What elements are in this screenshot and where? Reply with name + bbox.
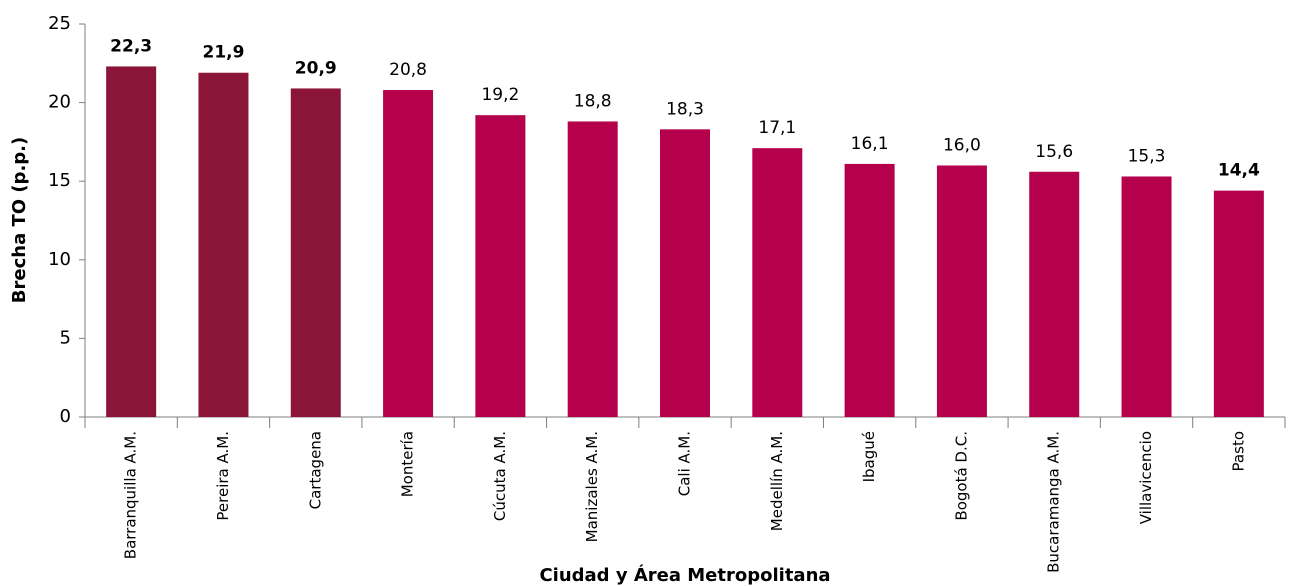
x-tick-label: Pasto xyxy=(1229,431,1247,471)
bar xyxy=(844,163,895,417)
data-label: 18,3 xyxy=(666,99,704,119)
y-tick-label: 0 xyxy=(60,406,71,427)
x-tick-label: Barranquilla A.M. xyxy=(122,431,140,559)
bar xyxy=(936,165,987,417)
bar xyxy=(1029,171,1080,417)
bar xyxy=(1121,176,1172,417)
x-tick-label: Cali A.M. xyxy=(676,431,694,496)
x-tick-label: Bucaramanga A.M. xyxy=(1045,431,1063,573)
x-tick-label: Villavicencio xyxy=(1137,431,1155,524)
x-tick-label: Montería xyxy=(399,431,417,497)
x-tick-label: Pereira A.M. xyxy=(214,431,232,521)
y-tick-label: 25 xyxy=(48,13,71,34)
data-label: 19,2 xyxy=(481,85,519,105)
bar xyxy=(660,129,710,417)
data-label: 15,6 xyxy=(1035,142,1073,162)
bar xyxy=(752,148,803,418)
y-tick-label: 20 xyxy=(48,92,71,113)
x-tick-label: Cúcuta A.M. xyxy=(491,431,509,521)
data-label: 17,1 xyxy=(758,118,796,138)
data-label: 20,9 xyxy=(295,58,337,78)
y-axis-title: Brecha TO (p.p.) xyxy=(9,137,30,303)
y-tick-label: 15 xyxy=(48,170,71,191)
x-tick-label: Manizales A.M. xyxy=(583,431,601,542)
bar xyxy=(1213,190,1264,417)
bar xyxy=(475,115,526,418)
data-label: 22,3 xyxy=(110,36,152,56)
bar xyxy=(198,72,249,418)
data-label: 16,1 xyxy=(851,134,889,154)
data-label: 20,8 xyxy=(389,60,427,80)
x-axis-title: Ciudad y Área Metropolitana xyxy=(539,564,830,586)
bar xyxy=(567,121,618,418)
x-tick-label: Bogotá D.C. xyxy=(952,431,970,521)
y-tick-label: 5 xyxy=(60,327,71,348)
bar xyxy=(106,66,157,417)
bar xyxy=(290,88,341,418)
data-label: 14,4 xyxy=(1218,161,1260,181)
x-tick-label: Medellín A.M. xyxy=(768,431,786,531)
data-label: 18,8 xyxy=(574,91,612,111)
y-tick-label: 10 xyxy=(48,249,71,270)
x-tick-label: Cartagena xyxy=(306,431,324,509)
x-tick-label: Ibagué xyxy=(860,431,878,482)
data-label: 21,9 xyxy=(202,43,244,63)
bar xyxy=(383,90,434,418)
data-label: 16,0 xyxy=(943,135,981,155)
data-label: 15,3 xyxy=(1128,146,1166,166)
